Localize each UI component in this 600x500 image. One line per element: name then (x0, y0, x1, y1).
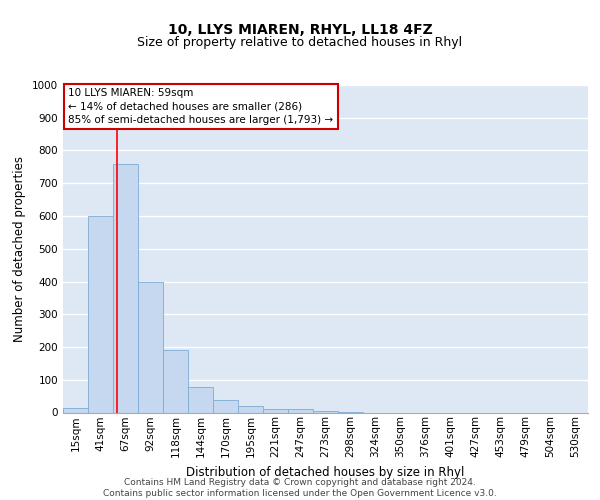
Bar (138, 282, 163, 412)
Bar (113, 164, 138, 412)
Y-axis label: Number of detached properties: Number of detached properties (13, 156, 26, 342)
Text: Contains HM Land Registry data © Crown copyright and database right 2024.
Contai: Contains HM Land Registry data © Crown c… (103, 478, 497, 498)
Bar (63, 408, 88, 412)
Text: Size of property relative to detached houses in Rhyl: Size of property relative to detached ho… (137, 36, 463, 49)
Text: 10 LLYS MIAREN: 59sqm
← 14% of detached houses are smaller (286)
85% of semi-det: 10 LLYS MIAREN: 59sqm ← 14% of detached … (68, 88, 334, 124)
Bar (238, 406, 263, 412)
X-axis label: Distribution of detached houses by size in Rhyl: Distribution of detached houses by size … (187, 466, 464, 478)
Text: 10, LLYS MIAREN, RHYL, LL18 4FZ: 10, LLYS MIAREN, RHYL, LL18 4FZ (167, 22, 433, 36)
Bar (313, 411, 338, 412)
Bar (263, 408, 288, 412)
Bar (188, 387, 213, 412)
Bar (213, 400, 238, 412)
Bar (88, 216, 113, 412)
Bar (288, 409, 313, 412)
Bar (163, 350, 188, 412)
